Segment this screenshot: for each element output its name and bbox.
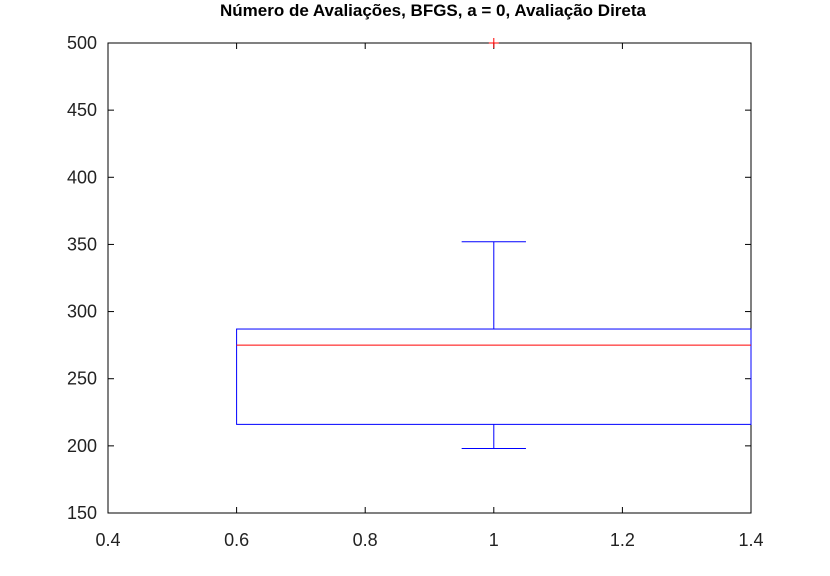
y-tick-label: 200 (67, 436, 97, 456)
x-tick-label: 1.4 (738, 530, 763, 550)
box-plot-marks (236, 38, 752, 450)
box-iqr (236, 328, 752, 425)
y-tick-label: 500 (67, 33, 97, 53)
y-tick-label: 300 (67, 302, 97, 322)
x-tick-label: 1.2 (610, 530, 635, 550)
plot-frame (107, 42, 752, 514)
y-tick-label: 150 (67, 503, 97, 523)
chart-title: Número de Avaliações, BFGS, a = 0, Avali… (220, 1, 647, 20)
x-tick-label: 0.6 (224, 530, 249, 550)
x-tick-label: 0.4 (95, 530, 120, 550)
x-tick-label: 1 (489, 530, 499, 550)
y-tick-label: 250 (67, 369, 97, 389)
y-tick-label: 350 (67, 234, 97, 254)
y-tick-label: 400 (67, 167, 97, 187)
outlier-marker (488, 38, 499, 48)
y-tick-label: 450 (67, 100, 97, 120)
axis-ticks: 0.4 0.6 0.8 1 1.2 1.4 150 200 250 300 350 400 450 500 (67, 33, 764, 550)
x-tick-label: 0.8 (353, 530, 378, 550)
